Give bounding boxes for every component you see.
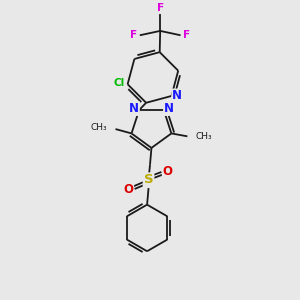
- Text: CH₃: CH₃: [91, 123, 107, 132]
- Text: F: F: [157, 3, 164, 13]
- Text: N: N: [129, 102, 139, 115]
- Text: O: O: [163, 165, 173, 178]
- Text: Cl: Cl: [113, 78, 124, 88]
- Text: F: F: [183, 30, 190, 40]
- Text: N: N: [172, 89, 182, 103]
- Text: O: O: [123, 183, 133, 196]
- Text: F: F: [130, 30, 137, 40]
- Text: S: S: [144, 173, 153, 186]
- Text: N: N: [164, 102, 174, 115]
- Text: CH₃: CH₃: [196, 132, 212, 141]
